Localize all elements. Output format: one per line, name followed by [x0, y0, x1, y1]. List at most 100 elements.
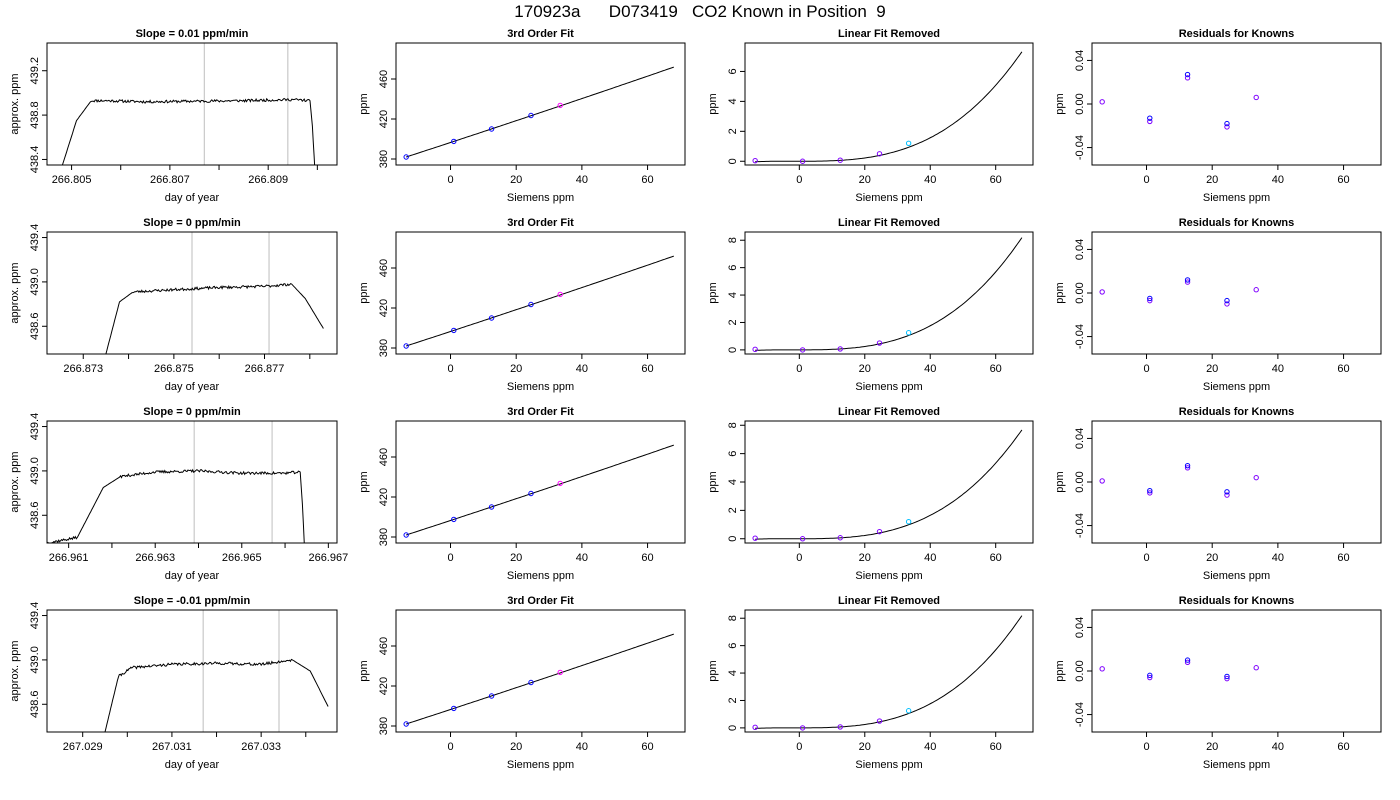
- plot-area: [752, 429, 1023, 542]
- chart-panel-r4-c4: Residuals for Knowns 0 20 40 60 -0.04 0.00 0.04…: [1054, 595, 1382, 771]
- y-tick-label: 6: [727, 451, 739, 457]
- y-tick-label: -0.04: [1074, 702, 1086, 727]
- y-axis-label: ppm: [358, 471, 370, 492]
- y-tick-label: 439.4: [29, 602, 41, 630]
- data-point: [837, 157, 843, 163]
- panel-title: 3rd Order Fit: [507, 406, 574, 418]
- y-tick-label: 439.0: [29, 646, 41, 674]
- x-tick-label: 60: [641, 741, 653, 753]
- data-point: [403, 532, 409, 538]
- x-axis-label: day of year: [165, 759, 220, 771]
- x-tick-label: 0: [796, 174, 802, 186]
- plot-frame: [1091, 609, 1382, 733]
- y-tick-label: 460: [378, 637, 390, 655]
- data-point: [488, 504, 495, 510]
- plot-area: [104, 658, 329, 732]
- data-point: [1224, 120, 1230, 127]
- y-tick-label: 420: [378, 488, 390, 506]
- data-point: [1147, 674, 1153, 681]
- plot-area: [752, 237, 1023, 353]
- x-tick-label: 266.963: [135, 552, 175, 564]
- x-tick-label: 20: [1206, 363, 1218, 375]
- y-tick-label: -0.04: [1074, 135, 1086, 160]
- y-tick-label: 0: [727, 158, 739, 164]
- y-tick-label: 439.0: [29, 268, 41, 296]
- data-point: [837, 724, 843, 730]
- y-tick-label: 438.6: [29, 502, 41, 530]
- x-tick-label: 266.875: [154, 363, 194, 375]
- y-tick-label: 8: [727, 422, 739, 428]
- fit-curve: [755, 51, 1023, 163]
- y-axis-label: ppm: [707, 93, 719, 114]
- plot-area: [752, 51, 1023, 164]
- x-tick-label: 60: [990, 552, 1002, 564]
- data-point: [557, 102, 563, 109]
- plot-frame: [1091, 420, 1382, 544]
- x-tick-label: 0: [796, 363, 802, 375]
- series-trace: [61, 97, 316, 165]
- data-point: [528, 679, 534, 686]
- x-axis-label: day of year: [165, 381, 220, 393]
- y-tick-label: 0.04: [1074, 428, 1086, 449]
- x-axis-label: Siemens ppm: [507, 381, 574, 393]
- chart-panel-r2-c3: Linear Fit Removed 0 20 40 60 0 2 4 6 8 Siemens pp…: [707, 217, 1034, 393]
- series-trace: [105, 282, 324, 354]
- y-tick-label: 6: [727, 68, 739, 74]
- plot-area: [1099, 462, 1259, 498]
- x-tick-label: 40: [1272, 363, 1284, 375]
- x-axis-label: Siemens ppm: [507, 759, 574, 771]
- x-tick-label: 40: [576, 174, 588, 186]
- x-axis-label: Siemens ppm: [855, 381, 922, 393]
- x-tick-label: 0: [1143, 363, 1149, 375]
- y-tick-label: 0.00: [1074, 282, 1086, 303]
- x-tick-label: 60: [1337, 363, 1349, 375]
- fit-curve: [406, 66, 674, 158]
- y-tick-label: 8: [727, 615, 739, 621]
- x-tick-label: 60: [990, 363, 1002, 375]
- panel-title: Slope = -0.01 ppm/min: [134, 595, 251, 607]
- data-point: [557, 669, 563, 676]
- data-point: [528, 112, 534, 119]
- y-tick-label: 0.00: [1074, 93, 1086, 114]
- data-point: [1184, 71, 1191, 78]
- plot-frame: [46, 420, 338, 544]
- data-point: [1147, 115, 1153, 121]
- x-tick-label: 267.033: [241, 741, 281, 753]
- data-point: [876, 528, 883, 535]
- x-tick-label: 267.031: [152, 741, 192, 753]
- data-point: [1224, 492, 1230, 498]
- y-axis-label: approx. ppm: [9, 640, 21, 701]
- data-point: [799, 347, 806, 353]
- y-tick-label: 2: [727, 697, 739, 703]
- data-point: [1184, 657, 1191, 663]
- x-tick-label: 20: [859, 363, 871, 375]
- fit-curve: [755, 429, 1023, 540]
- data-point: [1147, 490, 1153, 496]
- y-tick-label: 0.00: [1074, 471, 1086, 492]
- plot-area: [47, 468, 305, 543]
- x-tick-label: 60: [641, 552, 653, 564]
- panel-title: Residuals for Knowns: [1179, 595, 1295, 607]
- y-axis-label: approx. ppm: [9, 262, 21, 323]
- data-point: [1147, 488, 1153, 494]
- x-tick-label: 0: [447, 174, 453, 186]
- data-point: [1184, 279, 1191, 285]
- x-tick-label: 40: [924, 363, 936, 375]
- x-tick-label: 0: [1143, 174, 1149, 186]
- data-point: [488, 693, 495, 699]
- chart-panel-r1-c2: 3rd Order Fit 0 20 40 60 380 420 460 Siemens ppm…: [358, 28, 686, 204]
- x-axis-label: Siemens ppm: [855, 759, 922, 771]
- data-point: [905, 330, 912, 336]
- data-point: [528, 301, 534, 308]
- panel-title: Linear Fit Removed: [838, 28, 940, 40]
- data-point: [1184, 277, 1191, 283]
- plot-frame: [46, 609, 338, 733]
- y-tick-label: 0.04: [1074, 617, 1086, 638]
- x-tick-label: 266.807: [150, 174, 190, 186]
- data-point: [752, 346, 758, 353]
- y-axis-label: ppm: [707, 471, 719, 492]
- y-tick-label: 420: [378, 299, 390, 317]
- plot-frame: [1091, 231, 1382, 355]
- chart-panel-r1-c4: Residuals for Knowns 0 20 40 60 -0.04 0.00 0.04…: [1054, 28, 1382, 204]
